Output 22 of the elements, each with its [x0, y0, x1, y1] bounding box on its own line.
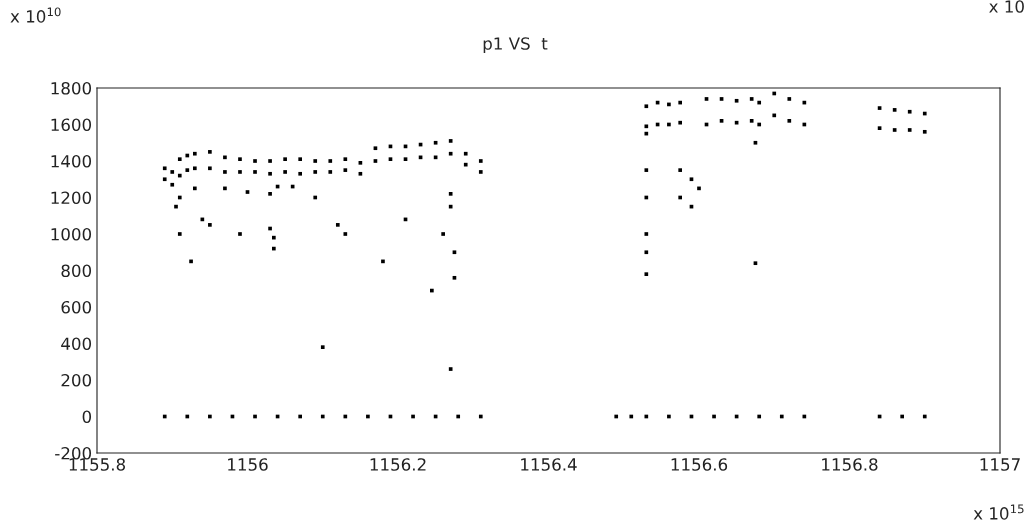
x-tick-label: 1156	[228, 458, 268, 471]
y-tick-label: 0	[82, 410, 92, 424]
x-tick-label: 1156.6	[671, 458, 728, 471]
y-tick-label: -200	[55, 446, 92, 460]
y-tick-label: 800	[61, 264, 92, 278]
chart-title: p1 VS t	[483, 37, 548, 54]
y-tick-label: 1800	[51, 81, 92, 95]
x-tick-label: 1155.8	[69, 458, 126, 471]
y-tick-label: 1600	[51, 118, 92, 132]
y-tick-label: 400	[61, 337, 92, 351]
text: x 10$^{15}$	[973, 504, 1024, 520]
y-tick-label: 200	[61, 373, 92, 387]
y-tick-label: 1400	[51, 154, 92, 168]
y-tick-label: 600	[61, 300, 92, 314]
x-tick-label: 1157	[980, 458, 1020, 471]
y-tick-label: 1000	[51, 227, 92, 241]
text: x 10	[989, 0, 1024, 13]
x-tick-label: 1156.4	[521, 458, 577, 471]
text: x 10$^{10}$	[10, 7, 61, 23]
x-tick-label: 1156.2	[370, 458, 426, 471]
x-tick-label: 1156.8	[822, 458, 878, 471]
y-tick-label: 1200	[51, 191, 92, 205]
